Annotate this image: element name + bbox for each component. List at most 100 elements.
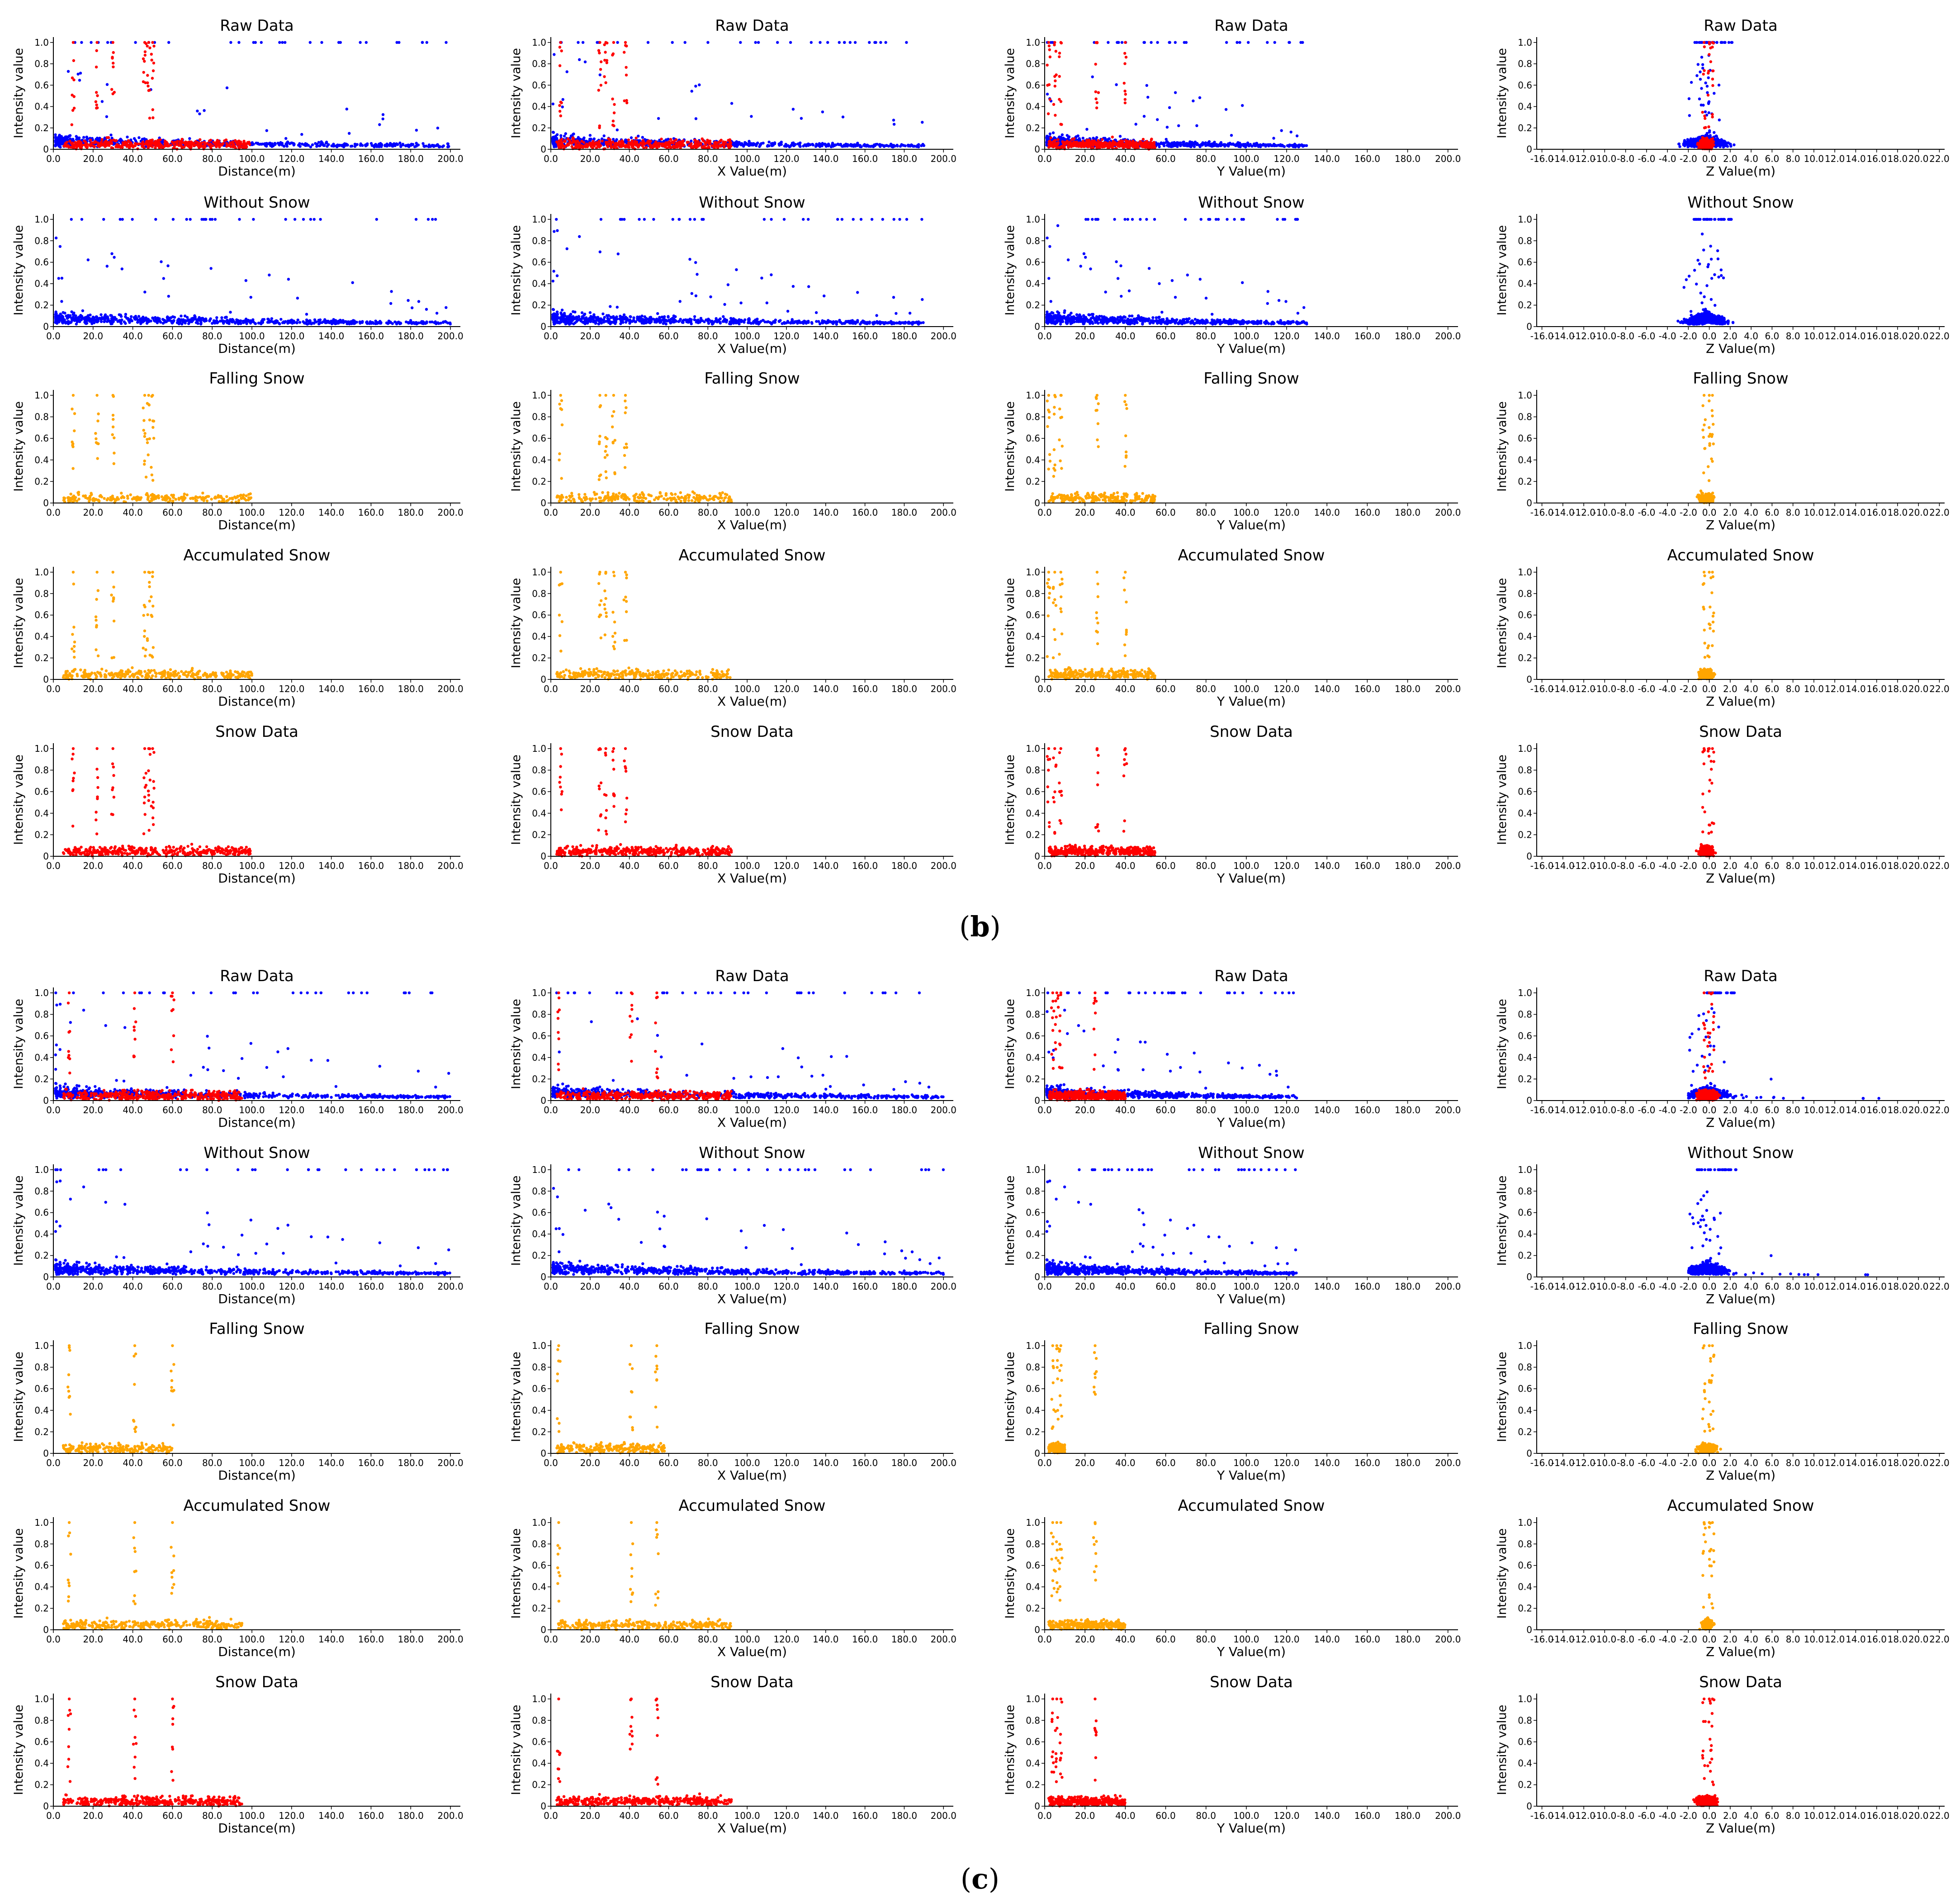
data-point [62,140,64,142]
data-point [254,41,257,44]
data-point [196,109,199,112]
data-point [378,145,380,148]
data-point [112,66,114,68]
data-point [229,141,232,144]
data-point [791,142,794,144]
data-point [104,145,106,148]
x-tick-label: 20.0 [83,153,104,164]
data-point [145,142,147,145]
data-point [289,142,291,145]
subplot-b-raw-col0: 0.0 20.0 40.0 60.0 80.0 100.0 120.0 140.0 160.0 1… [12,17,464,179]
data-point [741,143,743,146]
data-point [281,41,284,44]
data-point [93,146,95,148]
data-point [348,132,350,135]
data-point [71,123,73,126]
data-point [209,142,212,145]
data-point [311,143,314,146]
data-point [95,49,98,52]
data-point [95,41,98,44]
data-point [346,144,349,147]
data-point [246,142,249,145]
data-point [762,142,764,144]
data-point [106,83,109,86]
data-point [80,146,83,149]
data-point [106,143,109,146]
data-point [97,142,99,144]
data-point [73,95,76,98]
data-point [203,146,205,149]
figure-canvas: 0.0 20.0 40.0 60.0 80.0 100.0 120.0 140.0 160.0 1… [0,0,1960,1903]
data-point [793,144,795,147]
data-point [278,41,281,44]
x-tick-label: 180.0 [398,153,424,164]
data-point [67,70,70,73]
data-point [126,143,128,146]
data-point [346,108,348,110]
data-point [320,41,323,44]
data-point [792,108,795,110]
data-point [142,71,145,74]
data-point [107,136,110,139]
data-point [109,133,112,136]
data-point [241,143,244,146]
data-point [80,142,82,144]
data-point [359,144,362,147]
data-point [411,143,414,146]
data-point [552,131,554,133]
data-point [350,145,352,147]
data-point [110,88,113,91]
data-points [54,41,450,151]
x-axis-label: Distance(m) [218,164,296,179]
data-point [143,60,146,62]
data-point [69,134,71,137]
data-point [198,142,201,144]
data-point [226,86,228,89]
data-point [147,41,150,44]
data-point [116,144,118,147]
data-point [189,146,192,148]
data-point [260,41,263,44]
data-point [100,138,103,141]
data-point [183,146,185,148]
data-point [552,103,554,105]
data-point [199,138,201,141]
data-point [338,144,341,147]
data-point [365,41,368,44]
data-point [152,45,155,47]
data-point [73,145,76,148]
data-point [221,142,224,145]
data-point [301,142,303,145]
data-point [802,145,805,147]
data-point [172,141,175,144]
data-point [322,143,325,146]
data-point [65,145,68,147]
data-point [441,145,444,148]
data-point [147,85,149,87]
data-point [284,41,286,44]
data-point [277,142,279,144]
data-point [185,141,188,144]
data-point [150,53,153,56]
data-point [355,143,358,146]
data-point [112,41,114,44]
y-tick-label: 0.8 [34,58,49,69]
data-point [76,142,79,145]
y-tick-label: 0.6 [34,80,49,90]
data-point [223,139,226,142]
data-point [85,136,88,139]
data-point [82,136,85,139]
data-point [407,145,410,148]
data-point [917,145,919,147]
data-point [216,139,219,142]
data-point [375,143,378,146]
data-point [603,134,606,137]
data-point [147,89,150,92]
data-point [415,129,418,132]
data-point [748,140,750,142]
data-point [98,145,101,148]
data-point [337,41,340,44]
data-point [72,59,75,62]
data-point [148,47,151,49]
data-point [225,142,228,145]
